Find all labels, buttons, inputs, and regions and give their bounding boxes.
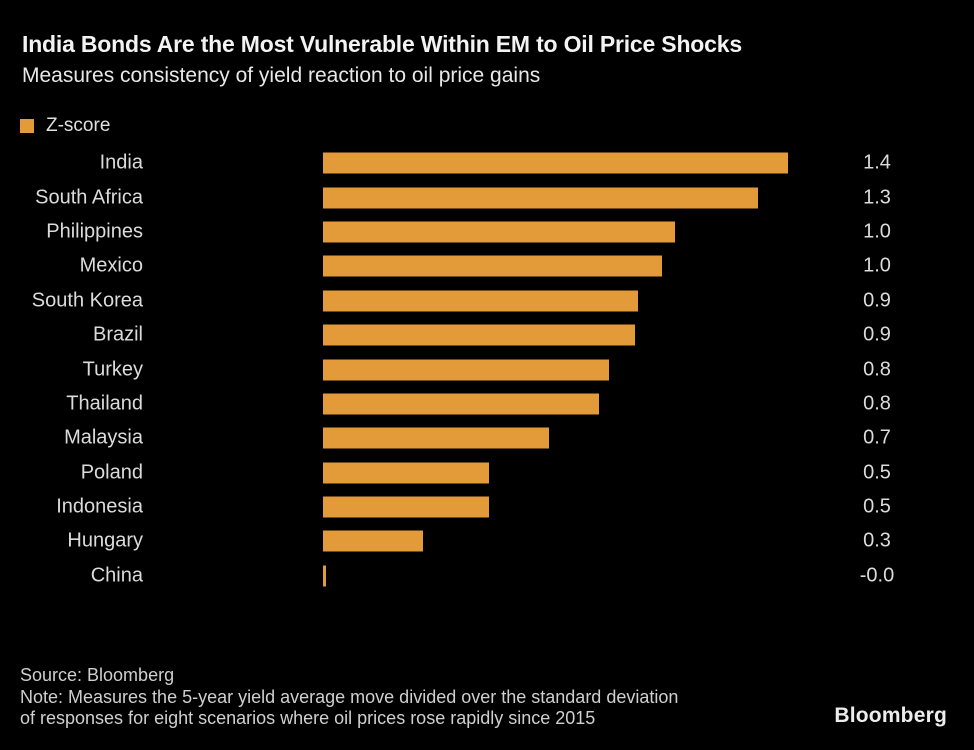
category-label: Mexico: [79, 254, 143, 277]
value-label: 1.0: [863, 220, 891, 243]
value-label: 0.9: [863, 323, 891, 346]
bar-south-korea: [323, 290, 638, 312]
value-label: 0.5: [863, 495, 891, 518]
source-text: Source: Bloomberg: [20, 665, 175, 685]
note-text-line1: Note: Measures the 5-year yield average …: [20, 687, 679, 707]
category-label: Malaysia: [64, 426, 143, 449]
value-label: 1.4: [863, 151, 891, 174]
chart-row: Mexico 1.0: [0, 249, 974, 283]
category-label: South Africa: [35, 186, 143, 209]
value-label: 0.8: [863, 358, 891, 381]
value-label: 1.0: [863, 254, 891, 277]
chart-row: Indonesia 0.5: [0, 490, 974, 524]
category-label: Hungary: [67, 529, 143, 552]
chart-title: India Bonds Are the Most Vulnerable With…: [22, 31, 742, 57]
chart-row: South Korea 0.9: [0, 284, 974, 318]
chart-row: South Africa 1.3: [0, 180, 974, 214]
bar-brazil: [323, 324, 635, 346]
bar-philippines: [323, 221, 675, 243]
value-label: 0.5: [863, 461, 891, 484]
note-text-line2: of responses for eight scenarios where o…: [20, 708, 596, 728]
category-label: Thailand: [66, 392, 143, 415]
chart-row: India 1.4: [0, 146, 974, 180]
chart-row: Turkey 0.8: [0, 352, 974, 386]
category-label: Turkey: [82, 358, 143, 381]
chart-row: Philippines 1.0: [0, 215, 974, 249]
value-label: 0.7: [863, 426, 891, 449]
bar-chart: India 1.4 South Africa 1.3 Philippines 1.0 Mex…: [0, 146, 974, 593]
bloomberg-logo: Bloomberg: [834, 704, 947, 727]
category-label: South Korea: [31, 289, 143, 312]
chart-subtitle: Measures consistency of yield reaction t…: [22, 64, 541, 87]
bar-malaysia: [323, 427, 549, 449]
chart-row: Thailand 0.8: [0, 387, 974, 421]
category-label: China: [90, 564, 143, 587]
bar-poland: [323, 462, 489, 484]
bar-turkey: [323, 359, 609, 381]
bar-south-africa: [323, 187, 758, 209]
category-label: Philippines: [46, 220, 143, 243]
category-label: Brazil: [92, 323, 143, 346]
bar-mexico: [323, 255, 662, 277]
bar-hungary: [323, 530, 423, 552]
chart-row: China -0.0: [0, 559, 974, 593]
chart-row: Poland 0.5: [0, 456, 974, 490]
bar-indonesia: [323, 496, 489, 518]
legend-label: Z-score: [46, 115, 111, 136]
chart-row: Malaysia 0.7: [0, 421, 974, 455]
value-label: 0.8: [863, 392, 891, 415]
value-label: 1.3: [863, 186, 891, 209]
value-label: 0.3: [863, 529, 891, 552]
bar-china: [323, 565, 326, 587]
chart-row: Hungary 0.3: [0, 524, 974, 558]
value-label: -0.0: [859, 564, 895, 587]
chart-row: Brazil 0.9: [0, 318, 974, 352]
category-label: Indonesia: [56, 495, 143, 518]
category-label: India: [99, 151, 143, 174]
bar-india: [323, 152, 788, 174]
legend-swatch-icon: [20, 119, 34, 133]
value-label: 0.9: [863, 289, 891, 312]
legend: Z-score: [20, 115, 110, 137]
bar-thailand: [323, 393, 599, 415]
category-label: Poland: [80, 461, 143, 484]
